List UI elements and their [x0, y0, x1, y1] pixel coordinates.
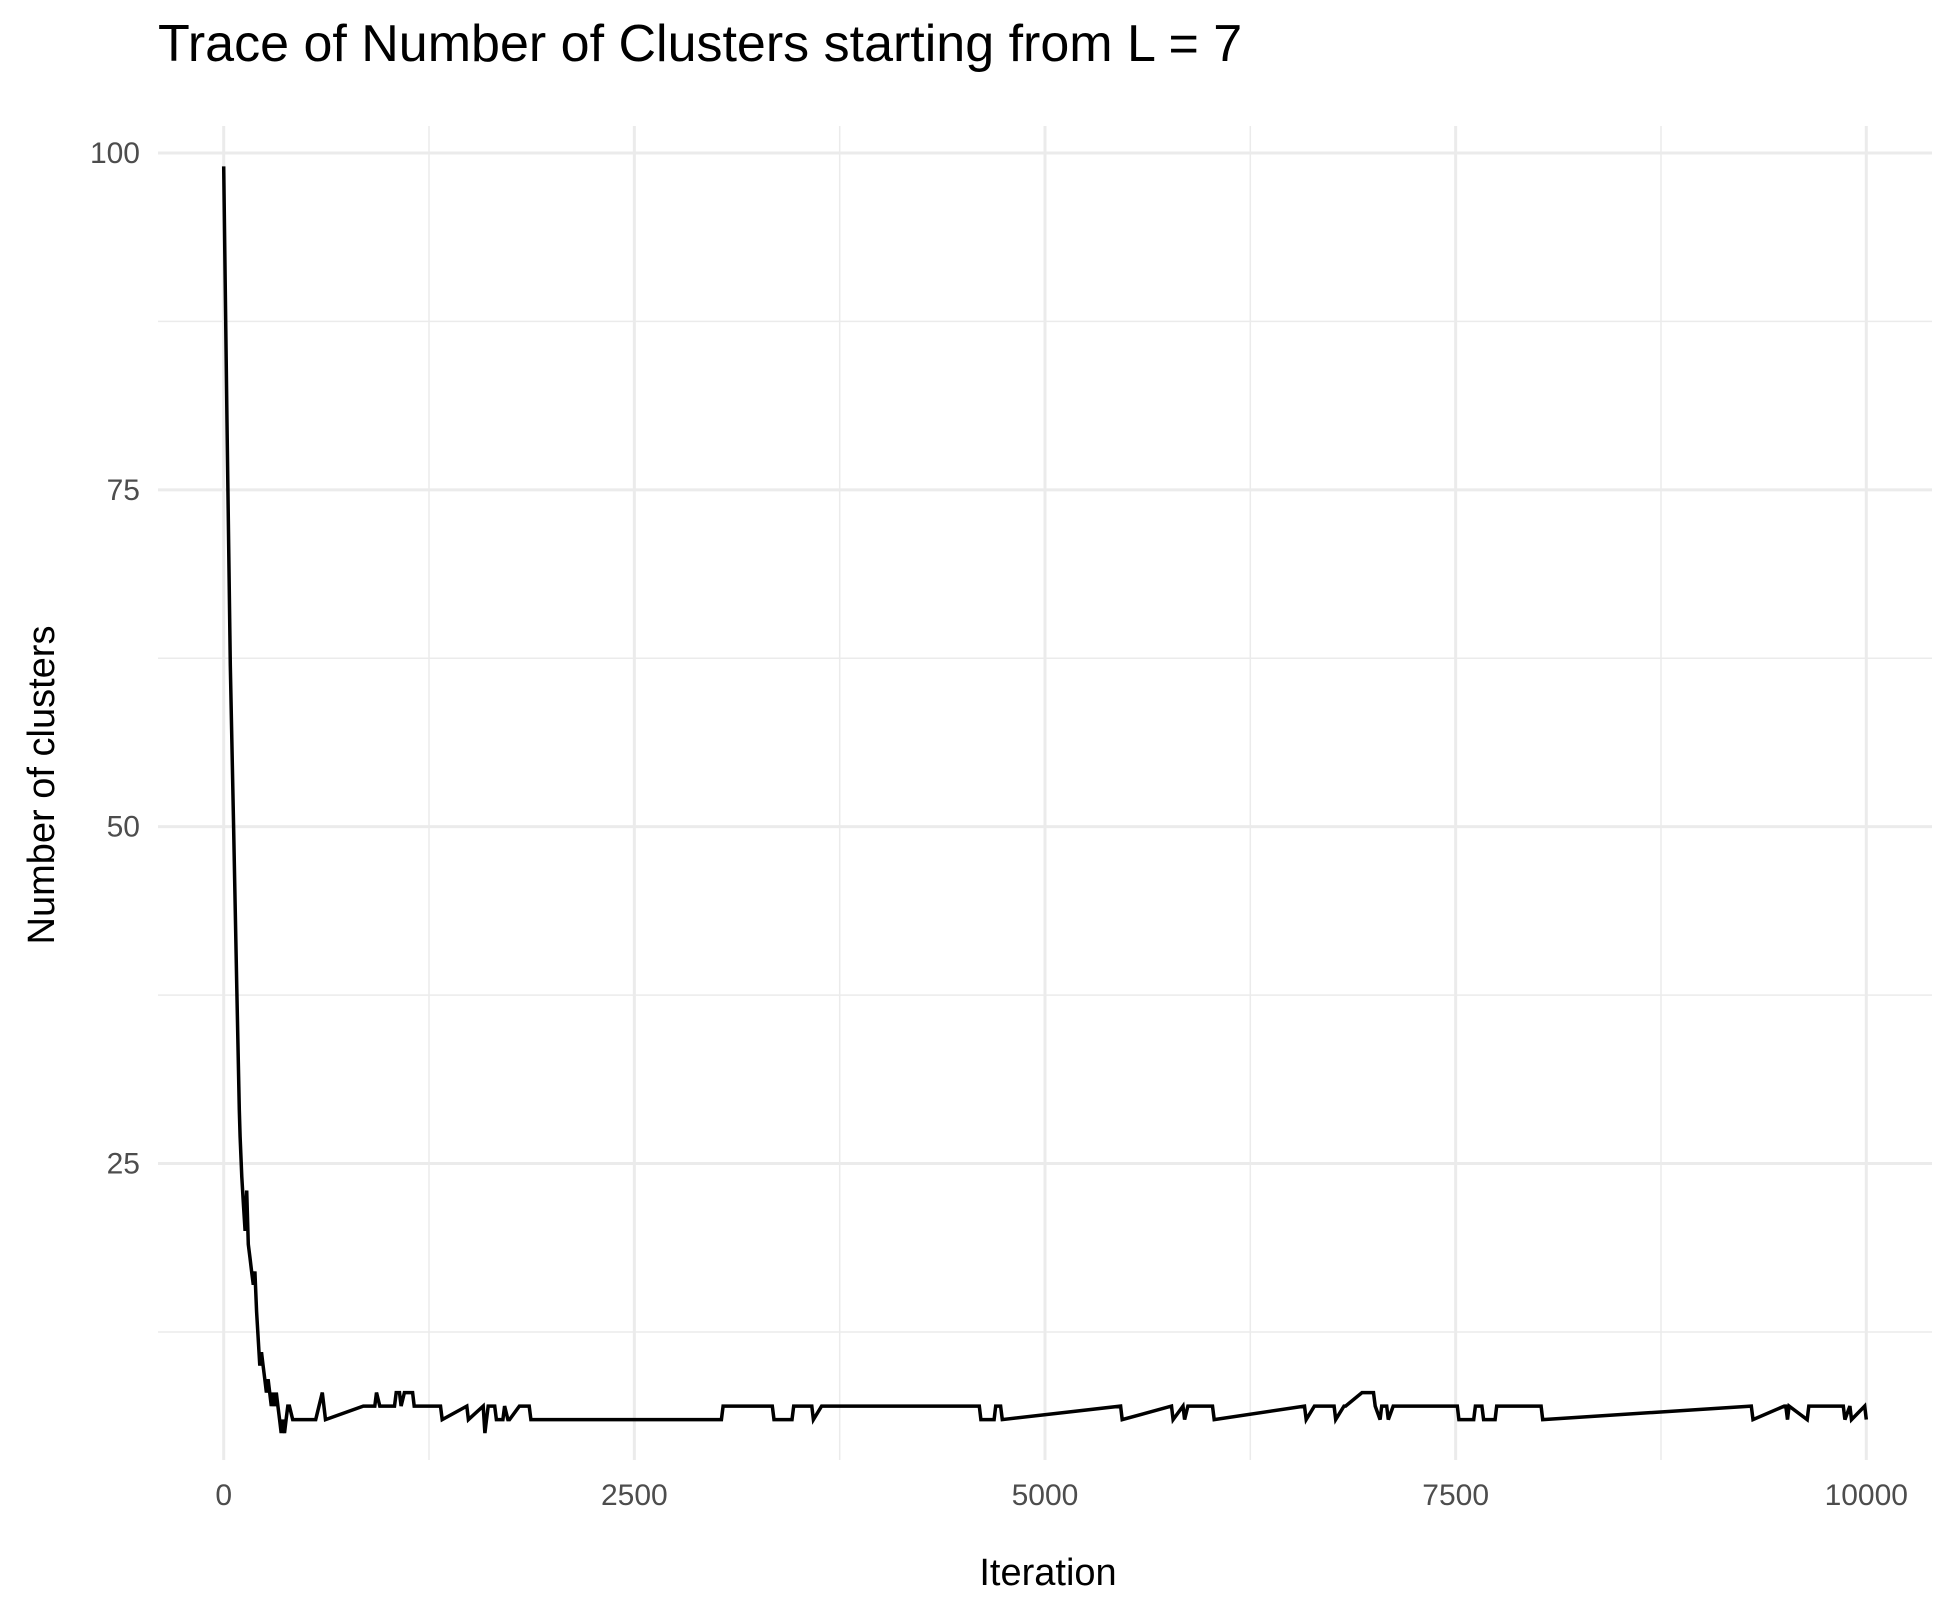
x-tick-label: 2500: [601, 1479, 668, 1512]
y-tick-label: 25: [107, 1148, 140, 1181]
y-tick-label: 100: [90, 137, 140, 170]
y-tick-label: 50: [107, 811, 140, 844]
x-tick-label: 0: [215, 1479, 232, 1512]
y-tick-label: 75: [107, 474, 140, 507]
y-axis-title: Number of clusters: [21, 626, 63, 945]
series-line: [221, 166, 1869, 1434]
major-gridlines: [158, 126, 1932, 1460]
chart-title: Trace of Number of Clusters starting fro…: [158, 15, 1243, 73]
x-tick-label: 10000: [1825, 1479, 1908, 1512]
y-tick-labels: 25 50 75 100: [90, 137, 140, 1181]
x-tick-labels: 0 2500 5000 7500 10000: [215, 1479, 1908, 1512]
x-tick-label: 7500: [1422, 1479, 1489, 1512]
series-layer: [221, 166, 1869, 1434]
x-axis-title: Iteration: [979, 1552, 1116, 1594]
x-tick-label: 5000: [1012, 1479, 1079, 1512]
